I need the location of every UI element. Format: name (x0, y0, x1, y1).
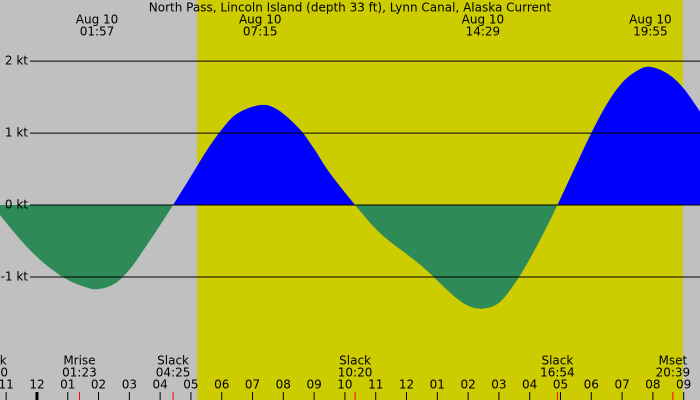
peak-date: Aug 10 (76, 13, 119, 27)
x-tick-label: 01 (60, 378, 75, 392)
event-name: Mset (659, 354, 688, 368)
x-tick-label: 03 (122, 378, 137, 392)
x-tick-label: 07 (245, 378, 260, 392)
peak-date: Aug 10 (462, 13, 505, 27)
peak-date: Aug 10 (239, 13, 282, 27)
x-tick-label: 09 (306, 378, 321, 392)
x-tick-label: 10 (337, 378, 352, 392)
y-tick-label: 0 kt (5, 198, 28, 212)
event-time: 20:39 (656, 366, 691, 380)
x-tick-label: 02 (460, 378, 475, 392)
peak-date: Aug 10 (629, 13, 672, 27)
flood-area (173, 66, 700, 206)
x-tick-label: 05 (183, 378, 198, 392)
event-name: Mrise (63, 354, 95, 368)
peak-time: 07:15 (243, 25, 278, 39)
peak-time: 19:55 (633, 25, 668, 39)
event-time: 10:20 (338, 366, 373, 380)
event-time: 16:54 (540, 366, 575, 380)
peak-time: 14:29 (466, 25, 501, 39)
x-tick-label: 04 (522, 378, 537, 392)
x-tick-label: 09 (676, 378, 691, 392)
x-tick-label: 08 (276, 378, 291, 392)
x-tick-label: 11 (0, 378, 14, 392)
x-tick-label: 08 (645, 378, 660, 392)
ebb-area (0, 205, 700, 309)
chart-title: North Pass, Lincoln Island (depth 33 ft)… (149, 1, 552, 15)
x-tick-label: 07 (614, 378, 629, 392)
y-tick-label: 1 kt (5, 126, 28, 140)
event-time: 22:30 (0, 366, 8, 380)
peak-time: 01:57 (80, 25, 115, 39)
x-tick-label: 11 (368, 378, 383, 392)
x-tick-label: 12 (29, 378, 44, 392)
event-time: 04:25 (156, 366, 191, 380)
x-tick-label: 04 (153, 378, 168, 392)
event-name: Slack (0, 354, 7, 368)
event-time: 01:23 (62, 366, 97, 380)
x-tick-label: 02 (91, 378, 106, 392)
x-tick-label: 05 (553, 378, 568, 392)
x-tick-label: 06 (584, 378, 599, 392)
x-tick-label: 12 (399, 378, 414, 392)
event-name: Slack (157, 354, 189, 368)
event-name: Slack (339, 354, 371, 368)
y-tick-label: 2 kt (5, 54, 28, 68)
x-tick-label: 03 (491, 378, 506, 392)
y-tick-label: -1 kt (1, 269, 29, 283)
x-tick-label: 06 (214, 378, 229, 392)
x-tick-label: 01 (430, 378, 445, 392)
event-name: Slack (541, 354, 573, 368)
